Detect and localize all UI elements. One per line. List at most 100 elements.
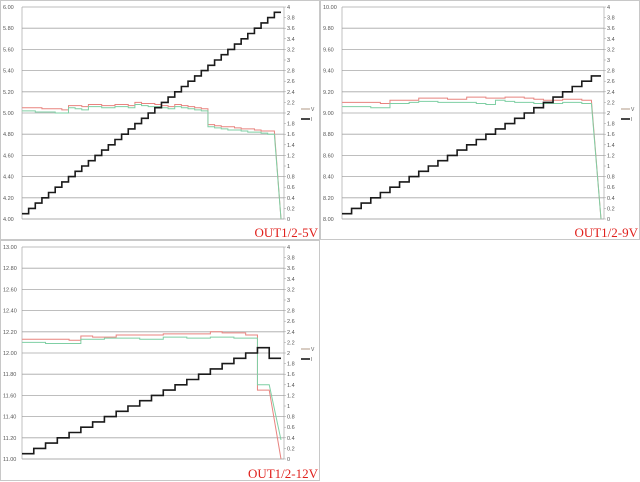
left-tick-label: 8.60 xyxy=(323,153,334,159)
right-tick-label: 1.6 xyxy=(287,372,295,378)
left-tick-label: 12.80 xyxy=(3,266,17,272)
right-tick-label: 3.8 xyxy=(287,16,295,22)
left-tick-label: 6.00 xyxy=(3,5,14,11)
right-tick-label: 4 xyxy=(287,245,290,251)
right-tick-label: 3.4 xyxy=(607,37,615,43)
left-tick-label: 5.20 xyxy=(3,90,14,96)
v-line-red xyxy=(22,101,282,220)
right-tick-label: 2 xyxy=(287,351,290,357)
right-tick-label: 2.2 xyxy=(607,100,615,106)
left-tick-label: 12.00 xyxy=(3,351,17,357)
right-tick-label: 2.8 xyxy=(287,69,295,75)
left-tick-label: 11.00 xyxy=(3,457,16,463)
left-tick-label: 11.60 xyxy=(3,393,16,399)
right-tick-label: 0.4 xyxy=(287,436,295,442)
right-tick-label: 1.2 xyxy=(287,153,295,159)
right-tick-label: 0.4 xyxy=(287,196,295,202)
left-tick-label: 8.80 xyxy=(323,132,334,138)
right-tick-label: 2 xyxy=(287,111,290,117)
i-line xyxy=(22,346,281,455)
legend-i-label: I xyxy=(311,357,312,363)
v-line-red xyxy=(22,331,282,460)
left-tick-label: 9.60 xyxy=(323,47,334,53)
right-tick-label: 3.6 xyxy=(287,266,295,272)
right-tick-label: 0.2 xyxy=(287,446,295,452)
right-tick-label: 1 xyxy=(287,404,290,410)
left-tick-label: 8.20 xyxy=(323,196,334,202)
left-tick-label: 4.60 xyxy=(3,153,14,159)
right-tick-label: 3 xyxy=(287,298,290,304)
left-tick-label: 5.60 xyxy=(3,47,14,53)
right-tick-label: 0.8 xyxy=(607,175,615,181)
chart-svg-5v: 4.00 4.20 4.40 4.60 4.80 5.00 5.20 5.40 5.60 5.80… xyxy=(3,5,315,223)
right-tick-label: 3.6 xyxy=(287,26,295,32)
right-tick-label: 2.4 xyxy=(287,330,295,336)
chart-label-9v: OUT1/2-9V xyxy=(574,225,638,240)
right-tick-label: 2.8 xyxy=(287,309,295,315)
right-tick-label: 2.2 xyxy=(287,340,295,346)
chart-panel-12v: 11.00 1 1.2 0 11.40 11.60 11.80 12.00 12.20 12.40… xyxy=(0,240,320,481)
right-tick-label: 1.2 xyxy=(607,153,615,159)
right-tick-label: 2.6 xyxy=(287,79,295,85)
right-tick-label: 0.6 xyxy=(287,185,295,191)
legend-v-label: V xyxy=(311,107,315,113)
left-tick-label: 13.00 xyxy=(3,245,17,251)
v-line-green xyxy=(22,336,282,441)
right-tick-label: 0 xyxy=(607,217,610,223)
left-tick-label: 11.80 xyxy=(3,372,16,378)
right-tick-label: 0.2 xyxy=(287,206,295,212)
v-line-red xyxy=(342,96,602,220)
v-line-green xyxy=(342,99,602,220)
right-tick-label: 3.4 xyxy=(287,37,295,43)
right-tick-label: 0.8 xyxy=(287,175,295,181)
right-tick-label: 1.4 xyxy=(287,143,295,149)
left-tick-label: 11.40 xyxy=(3,415,16,421)
right-tick-label: 3.8 xyxy=(607,16,615,22)
chart-panel-5v: 4.00 4.20 4.40 4.60 4.80 5.00 5.20 5.40 5.60 5.80… xyxy=(0,0,320,240)
left-tick-label: 8.40 xyxy=(323,175,334,181)
left-tick-label: 5.80 xyxy=(3,26,14,32)
right-tick-label: 0 xyxy=(287,457,290,463)
chart-label-5v: OUT1/2-5V xyxy=(254,225,318,240)
right-tick-label: 3.8 xyxy=(287,256,295,262)
right-tick-label: 2.4 xyxy=(607,90,615,96)
left-tick-label: 10.00 xyxy=(323,5,337,11)
right-tick-label: 3.2 xyxy=(287,47,295,53)
right-tick-label: 2.6 xyxy=(607,79,615,85)
legend-i-label: I xyxy=(631,117,632,123)
right-tick-label: 1 xyxy=(607,164,610,170)
left-tick-label: 4.20 xyxy=(3,196,14,202)
right-tick-label: 1.4 xyxy=(607,143,615,149)
left-tick-label: 12.20 xyxy=(3,330,17,336)
right-tick-label: 2.2 xyxy=(287,100,295,106)
left-tick-label: 4.80 xyxy=(3,132,14,138)
left-tick-label: 5.40 xyxy=(3,69,14,75)
legend-v-label: V xyxy=(311,347,315,353)
right-tick-label: 2.4 xyxy=(287,90,295,96)
left-tick-label: 5.00 xyxy=(3,111,14,117)
right-tick-label: 1 xyxy=(287,164,290,170)
v-line-green xyxy=(22,104,282,220)
left-tick-label: 12.40 xyxy=(3,309,17,315)
right-tick-label: 1.8 xyxy=(287,362,295,368)
right-tick-label: 1.8 xyxy=(607,122,615,128)
right-tick-label: 0.2 xyxy=(607,206,615,212)
right-tick-label: 3 xyxy=(607,58,610,64)
left-tick-label: 12.60 xyxy=(3,287,17,293)
left-tick-label: 9.80 xyxy=(323,26,334,32)
i-line xyxy=(22,11,281,215)
left-tick-label: 9.00 xyxy=(323,111,334,117)
right-tick-label: 0.6 xyxy=(287,425,295,431)
right-tick-label: 1.2 xyxy=(287,393,295,399)
right-tick-label: 1.8 xyxy=(287,122,295,128)
legend-v-label: V xyxy=(631,107,635,113)
chart-svg-12v: 11.00 1 1.2 0 11.40 11.60 11.80 12.00 12.20 12.40… xyxy=(3,245,315,463)
right-tick-label: 3.4 xyxy=(287,277,295,283)
legend-i-label: I xyxy=(311,117,312,123)
chart-panel-9v: 8.00 8.20 8.40 8.60 8.80 9.00 9.20 9.40 9.60 9.80… xyxy=(320,0,640,240)
right-tick-label: 0.8 xyxy=(287,415,295,421)
right-tick-label: 0.4 xyxy=(607,196,615,202)
right-tick-label: 4 xyxy=(287,5,290,11)
chart-svg-9v: 8.00 8.20 8.40 8.60 8.80 9.00 9.20 9.40 9.60 9.80… xyxy=(323,5,635,223)
right-tick-label: 0 xyxy=(287,217,290,223)
